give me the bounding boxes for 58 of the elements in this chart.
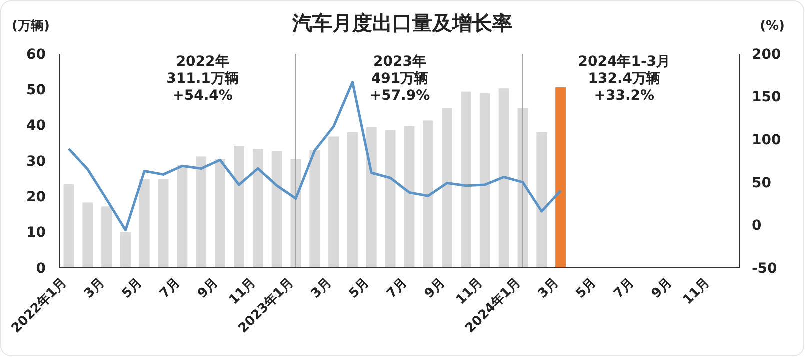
y2-tick-label: 100 [752, 132, 782, 148]
x-tick-label: 11月 [680, 275, 714, 308]
y-tick-label: 0 [36, 260, 46, 277]
y-axis-title: (万辆) [12, 19, 50, 34]
x-tick-label: 3月 [82, 275, 108, 302]
chart-title: 汽车月度出口量及增长率 [292, 11, 512, 35]
bar [64, 184, 74, 268]
y-tick-label: 30 [26, 154, 46, 170]
bar [328, 136, 339, 268]
bar [442, 108, 452, 268]
x-tick-label: 7月 [157, 275, 184, 302]
bar [366, 127, 377, 268]
x-tick-label: 9月 [422, 275, 448, 302]
bar [158, 180, 169, 268]
bar [498, 88, 510, 268]
bar [461, 92, 472, 268]
bar [310, 150, 320, 268]
bar [423, 120, 434, 268]
y-tick-label: 10 [26, 225, 46, 242]
y2-tick-label: -50 [752, 260, 778, 277]
bar [404, 126, 415, 268]
x-tick-label: 9月 [649, 275, 676, 302]
x-tick-label: 5月 [573, 275, 600, 302]
x-tick-label: 3月 [536, 275, 562, 302]
x-tick-label: 3月 [308, 275, 335, 302]
annotation: 2024年1-3月 132.4万辆 +33.2% [578, 54, 671, 104]
annotation: 2022年 311.1万辆 +54.4% [166, 54, 239, 104]
x-tick-label: 7月 [611, 275, 638, 302]
bar [480, 94, 490, 268]
bar [102, 206, 112, 268]
bar [272, 151, 282, 268]
bar [177, 165, 188, 268]
x-tick-label: 11月 [454, 275, 486, 308]
bar [348, 132, 358, 268]
y-tick-label: 50 [26, 82, 46, 99]
annotation: 2023年 491万辆 +57.9% [370, 54, 430, 104]
x-tick-label: 5月 [346, 275, 373, 302]
y2-tick-label: 150 [752, 90, 782, 106]
bar [234, 146, 244, 268]
bar [385, 130, 396, 268]
bar [120, 232, 131, 268]
bar [82, 202, 94, 268]
bar [536, 132, 548, 268]
y-tick-label: 20 [26, 190, 46, 206]
bar [196, 156, 207, 268]
y2-tick-label: 0 [752, 218, 762, 234]
bar [252, 149, 264, 268]
y2-tick-label: 50 [752, 175, 772, 192]
y-tick-label: 40 [26, 118, 46, 134]
bar [556, 88, 566, 268]
x-tick-label: 9月 [195, 275, 222, 302]
bar [139, 180, 150, 268]
y2-axis-title: (%) [760, 19, 785, 34]
x-tick-label: 7月 [384, 275, 411, 302]
x-tick-label: 5月 [119, 275, 146, 302]
y2-tick-label: 200 [752, 46, 782, 63]
y-tick-label: 60 [26, 46, 46, 63]
bar [215, 159, 226, 268]
